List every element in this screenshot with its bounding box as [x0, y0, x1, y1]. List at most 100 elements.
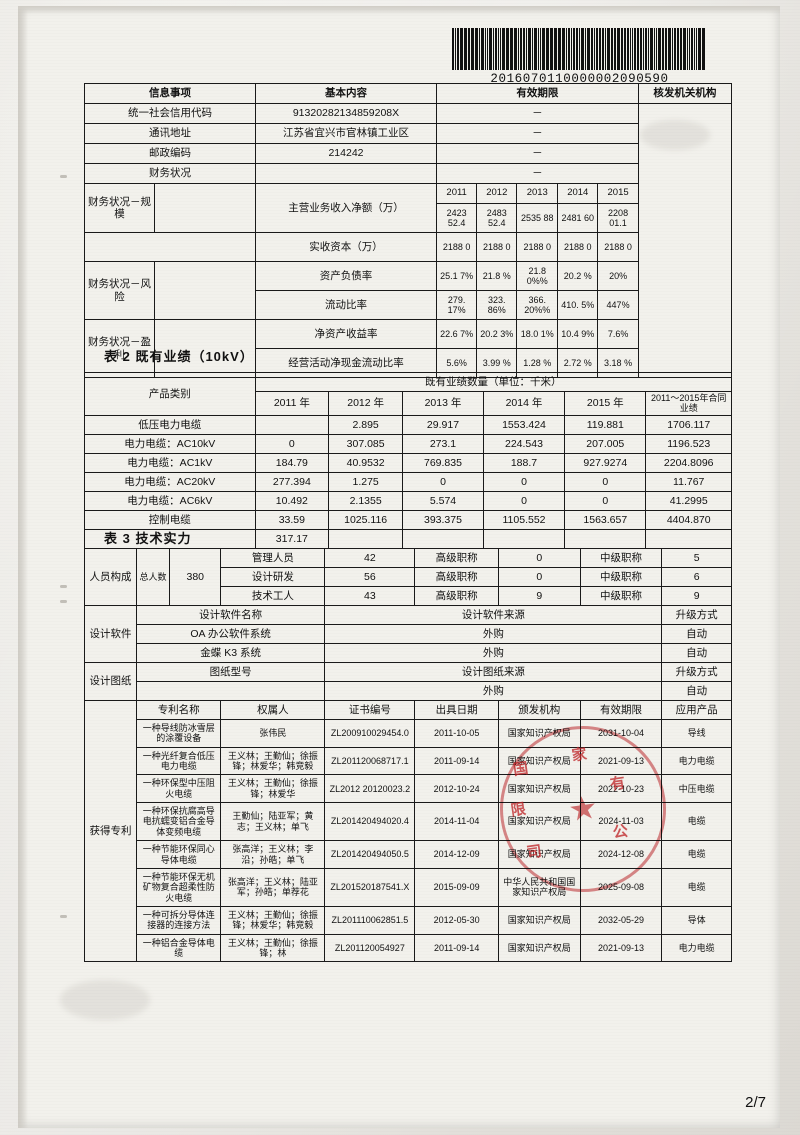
table-row: 电力电缆：AC1kV 184.79 40.9532 769.835 188.7 … — [84, 452, 732, 473]
patent-holder: 王义林；王勤仙；徐振锋；林 — [220, 933, 326, 963]
patent-cert: ZL201110062851.5 — [324, 905, 416, 935]
fin-value: 20% — [597, 261, 639, 291]
staff-title-middle: 中级职称 — [579, 586, 663, 606]
perf-value — [254, 414, 330, 435]
table-row: 获得专利 专利名称 权属人 证书编号 出具日期 颁发机构 有效期限 应用产品 — [84, 699, 732, 963]
fin-value: 18.0 1% — [516, 319, 559, 349]
table-row: 金蝶 K3 系统 外购 自动 — [85, 643, 732, 663]
patent-holder: 王勤仙；陆亚军；黄志；王义林；单飞 — [220, 802, 326, 842]
fin-value: 2188 0 — [436, 232, 478, 262]
table-row: 一种环保抗腐高导电抗蠕变铝合金导体变频电缆 王勤仙；陆亚军；黄志；王义林；单飞 … — [85, 802, 732, 842]
table-row: 低压电力电缆 2.895 29.917 1553.424 119.881 170… — [84, 414, 732, 435]
perf-value: 0 — [482, 471, 566, 492]
perf-value: 40.9532 — [328, 452, 404, 473]
table-row: 财务状况－盈利 净资产收益率 22.6 7% 20.2 3% 18.0 1% 1… — [83, 319, 732, 378]
perf-value: 41.2995 — [645, 490, 732, 511]
patent-date: 2012-10-24 — [414, 774, 499, 804]
header-valid-period: 有效期限 — [436, 83, 639, 104]
row-valid: － — [436, 103, 639, 124]
year-header: 2014 — [557, 183, 599, 204]
patent-cert: ZL2012 20120023.2 — [324, 774, 416, 804]
perf-value: 1553.424 — [482, 414, 566, 435]
patent-org: 国家知识产权局 — [497, 802, 581, 842]
software-source: 外购 — [324, 643, 663, 663]
fin-value: 20.2 3% — [476, 319, 518, 349]
year-header: 2012 年 — [328, 391, 404, 416]
patent-valid: 2021-09-13 — [579, 746, 663, 776]
row-content: 江苏省宜兴市官林镇工业区 — [254, 123, 438, 144]
table-row: 设计图纸 图纸型号 设计图纸来源 升级方式 — [84, 662, 732, 701]
fin-value: 279. 17% — [436, 290, 478, 320]
fin-value: 2423 52.4 — [436, 203, 478, 233]
patent-header-holder: 权属人 — [220, 699, 326, 721]
table-row: 控制电缆 33.59 1025.116 393.375 1105.552 156… — [84, 509, 732, 530]
fin-value: 10.4 9% — [557, 319, 599, 349]
table-basic-info: 信息事项 基本内容 有效期限 核发机关机构 统一社会信用代码 913202821… — [83, 83, 733, 378]
performance-group-header: 既有业绩数量（单位：千米） — [254, 372, 733, 392]
patent-header-org: 颁发机构 — [497, 699, 581, 721]
patent-product: 中压电缆 — [661, 774, 732, 804]
table-row: 一种光纤复合低压电力电缆 王义林；王勤仙；徐振锋；林爱华；韩竞毅 ZL20112… — [85, 746, 732, 776]
patent-org: 国家知识产权局 — [497, 840, 581, 869]
perf-value: 11.767 — [645, 471, 732, 492]
patent-cert: ZL201120054927 — [324, 933, 416, 963]
spacer-cell — [84, 232, 256, 262]
table-row: 实收资本（万） 2188 0 2188 0 2188 0 2188 0 2188… — [84, 232, 732, 262]
staff-title-senior: 高级职称 — [414, 548, 499, 568]
perf-value — [402, 528, 484, 549]
staff-role: 管理人员 — [220, 548, 326, 568]
patent-name: 一种环保抗腐高导电抗蠕变铝合金导体变频电缆 — [135, 802, 222, 842]
patent-valid: 2021-09-13 — [579, 933, 663, 963]
row-content: 214242 — [254, 143, 438, 164]
staff-count: 56 — [324, 567, 416, 587]
software-upgrade-header: 升级方式 — [661, 605, 732, 625]
paper-edge-left — [18, 6, 28, 1128]
perf-value: 184.79 — [254, 452, 330, 473]
table-existing-performance: 产品类别 既有业绩数量（单位：千米） 2011 年 2012 年 2013 年 … — [84, 372, 733, 549]
fin-value: 366. 20%% — [516, 290, 559, 320]
punch-mark — [60, 175, 67, 178]
spacer-cell — [154, 261, 256, 320]
software-source: 外购 — [324, 624, 663, 644]
fin-scale-label: 财务状况－规模 — [83, 183, 156, 233]
row-valid: － — [436, 123, 639, 144]
perf-value: 0 — [254, 433, 330, 454]
perf-value: 5.574 — [402, 490, 484, 511]
patent-product: 电缆 — [661, 802, 732, 842]
perf-value — [645, 528, 732, 549]
software-label: 设计软件 — [84, 605, 137, 663]
table-row: 邮政编码 214242 － — [84, 143, 732, 164]
table-row: 通讯地址 江苏省宜兴市官林镇工业区 － — [84, 123, 732, 144]
perf-value: 188.7 — [482, 452, 566, 473]
patent-name: 一种光纤复合低压电力电缆 — [135, 746, 222, 776]
patent-name: 一种可拆分导体连接器的连接方法 — [135, 905, 222, 935]
perf-value: 2.1355 — [328, 490, 404, 511]
header-basic-content: 基本内容 — [254, 83, 438, 104]
perf-value: 29.917 — [402, 414, 484, 435]
row-label: 财务状况 — [84, 163, 256, 184]
staff-total-label: 总人数 — [135, 548, 171, 606]
drawing-upgrade-header: 升级方式 — [661, 662, 732, 682]
perf-value — [564, 528, 647, 549]
punch-mark — [60, 585, 67, 588]
fin-value: 2483 52.4 — [476, 203, 518, 233]
patent-header-product: 应用产品 — [661, 699, 732, 721]
software-upgrade: 自动 — [661, 643, 732, 663]
table-row: 电力电缆：AC6kV 10.492 2.1355 5.574 0 0 41.29… — [84, 490, 732, 511]
spacer-cell — [154, 319, 256, 378]
table-row: 财务状况－风险 资产负债率 25.1 7% 21.8 % 21.8 0%% 20… — [83, 261, 732, 320]
row-content — [254, 163, 438, 184]
patent-valid: 2025-09-08 — [579, 867, 663, 907]
table-row: 产品类别 既有业绩数量（单位：千米） — [84, 372, 733, 416]
patent-holder: 张高洋；王义林；陆亚军；孙皓；单荐花 — [220, 867, 326, 907]
patent-date: 2012-05-30 — [414, 905, 499, 935]
perf-value: 927.9274 — [564, 452, 647, 473]
table-row: 一种导线防冰雪层的涂覆设备 张伟民 ZL200910029454.0 2011-… — [85, 719, 732, 748]
patent-header-valid: 有效期限 — [579, 699, 663, 721]
table-row: 技术工人 43 高级职称 9 中级职称 9 — [85, 586, 732, 606]
product-name: 控制电缆 — [84, 509, 256, 530]
table-row: 电力电缆：AC10kV 0 307.085 273.1 224.543 207.… — [84, 433, 732, 454]
perf-value: 1563.657 — [564, 509, 647, 530]
product-name: 低压电力电缆 — [84, 414, 256, 435]
